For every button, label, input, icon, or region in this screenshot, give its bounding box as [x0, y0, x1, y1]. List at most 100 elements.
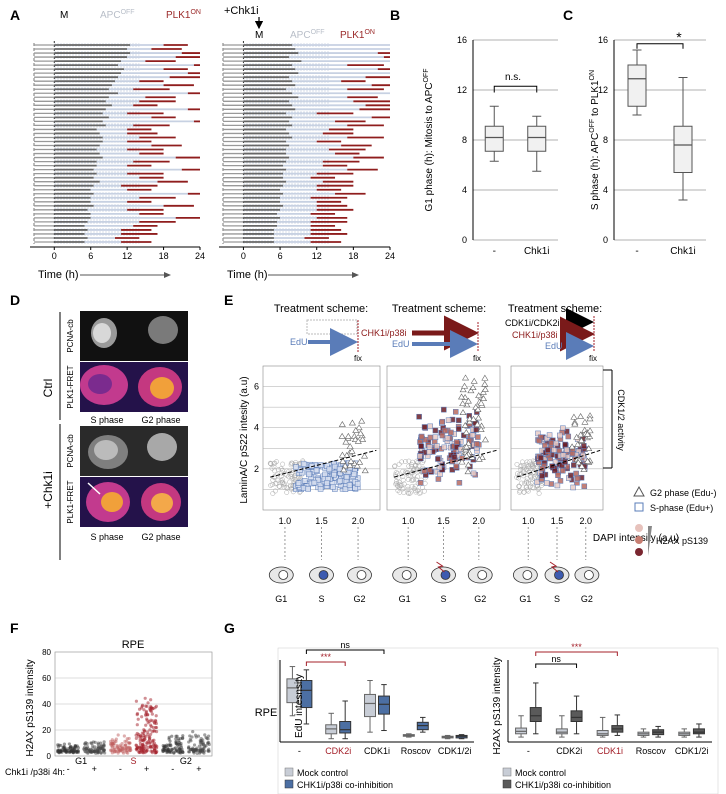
strip-point — [110, 742, 114, 746]
g1-point — [393, 470, 399, 476]
panel-d: Ctrl +Chk1i PCNA-cb PLK1-FRET PCNA-cb PL… — [41, 311, 188, 560]
plk-text: PLK1 — [166, 10, 191, 21]
b-annotation: n.s. — [505, 72, 521, 83]
strip-point — [197, 744, 202, 748]
s-phase-point — [544, 447, 551, 453]
strip-point — [188, 734, 192, 738]
box-chk — [377, 695, 390, 715]
strip-point — [151, 706, 155, 711]
s-phase-point — [306, 471, 312, 478]
g2-point — [574, 441, 582, 447]
strip-point — [96, 742, 100, 747]
g1-point — [527, 484, 533, 490]
x-tick-label: 2.0 — [352, 516, 365, 526]
g1-point — [291, 477, 297, 483]
g2-point — [568, 443, 576, 450]
d-nucleus — [148, 316, 178, 344]
e-scheme3-edu: EdU — [545, 341, 563, 351]
f-treat-label: Chk1i /p38i 4h: — [5, 767, 65, 777]
plk-text: PLK1 — [340, 30, 365, 41]
g1-point — [281, 481, 287, 487]
strip-point — [189, 739, 193, 743]
strip-point — [89, 741, 93, 745]
strip-point — [145, 748, 149, 752]
s-phase-point — [565, 433, 572, 440]
category-label: CDK1/2i — [438, 746, 472, 756]
strip-point — [150, 712, 154, 716]
category-label: CDK1i — [364, 746, 390, 756]
legend-mock-swatch — [284, 767, 294, 777]
g1-point — [272, 488, 278, 494]
strip-point — [195, 746, 199, 750]
nucleus-icon — [440, 570, 451, 580]
strip-point — [145, 717, 149, 721]
g2-point — [359, 435, 367, 442]
y-tick-label: 4 — [254, 423, 259, 433]
marker-apc-right: APCOFF — [290, 29, 325, 41]
g1-point — [529, 461, 535, 467]
g1-point — [400, 468, 406, 474]
s-phase-point — [436, 464, 443, 471]
apc-text: APC — [290, 30, 311, 41]
category-label: Roscov — [636, 746, 667, 756]
g1-point — [415, 460, 421, 466]
s-phase-point — [470, 470, 477, 477]
s-phase-point — [432, 427, 439, 434]
g2-point — [461, 421, 469, 428]
strip-point — [66, 747, 71, 751]
x-tick-label: 1.5 — [551, 516, 564, 526]
box-mock — [555, 728, 568, 735]
g1-point — [528, 474, 534, 480]
y-tick-label: 16 — [598, 35, 608, 45]
strip-point — [84, 747, 88, 751]
s-phase-point — [581, 443, 587, 449]
s-phase-point — [336, 466, 343, 472]
panel-letter-b: B — [390, 7, 400, 23]
strip-point — [127, 741, 131, 745]
g1-point — [410, 459, 415, 465]
strip-point — [116, 733, 120, 737]
strip-point — [143, 696, 147, 700]
s-phase-point — [332, 463, 338, 470]
g1-point — [288, 474, 294, 480]
e-legend-g2: G2 phase (Edu-) — [650, 488, 717, 498]
g1-point — [403, 459, 408, 464]
apc-sup: OFF — [311, 29, 325, 36]
x-tick-label: 1.5 — [315, 516, 328, 526]
g1-point — [269, 465, 275, 471]
category-label: CDK1/2i — [675, 746, 709, 756]
g1-point — [530, 465, 536, 470]
significance-label: ns — [551, 654, 561, 664]
s-phase-point — [559, 462, 565, 469]
g1-point — [400, 486, 406, 492]
s-phase-point — [461, 432, 467, 439]
g2-point — [474, 406, 482, 413]
g1-point — [515, 471, 521, 477]
strip-point — [101, 745, 105, 749]
strip-point — [140, 715, 144, 719]
y-tick-label: 12 — [598, 85, 608, 95]
g2-point — [479, 388, 487, 395]
s-phase-point — [538, 455, 544, 461]
g-legend-mock-right: Mock control — [515, 768, 566, 778]
s-phase-point — [573, 470, 579, 477]
g1-point — [536, 491, 542, 496]
apc-sup: OFF — [121, 9, 135, 16]
strip-point — [73, 748, 77, 752]
strip-point — [198, 749, 203, 753]
s-phase-point — [416, 453, 423, 459]
panel-frame — [277, 647, 719, 794]
g1-point — [293, 477, 298, 483]
strip-point — [151, 725, 155, 730]
strip-point — [140, 704, 144, 708]
box-mock — [364, 693, 377, 718]
g2-point — [473, 421, 481, 427]
g1-point — [405, 484, 411, 490]
strip-point — [167, 750, 171, 754]
g2-point — [578, 462, 586, 469]
g1-point — [518, 480, 524, 486]
a-xlabel-right: Time (h) — [227, 269, 268, 281]
legend-dot-icon — [635, 536, 643, 544]
g2-point — [481, 380, 489, 387]
x-tick-label: 2.0 — [579, 516, 592, 526]
